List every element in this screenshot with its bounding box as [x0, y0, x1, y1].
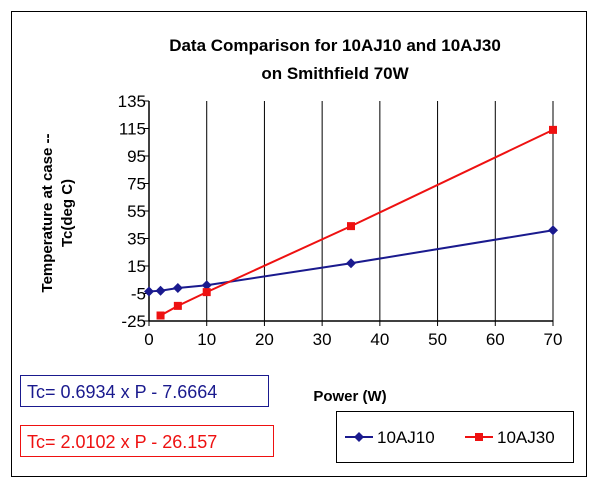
y-tick-label: 15	[127, 257, 146, 276]
chart-frame	[11, 11, 587, 477]
y-tick-label: 135	[118, 92, 146, 111]
x-tick-labels: 0 10 20 30 40 50 60 70	[144, 321, 562, 349]
data-point-10aj10	[172, 283, 183, 293]
y-axis-label-line-1: Temperature at case --	[39, 134, 56, 293]
legend-marker-10aj10	[354, 432, 364, 442]
legend: 10AJ10 10AJ30	[336, 411, 574, 463]
trendline-equation-10aj30: Tc= 2.0102 x P - 26.157	[20, 425, 274, 457]
legend-label-10aj10: 10AJ10	[377, 428, 435, 447]
chart-title-line-1: Data Comparison for 10AJ10 and 10AJ30	[169, 36, 501, 55]
series-markers	[144, 125, 558, 320]
trendline-equation-10aj10: Tc= 0.6934 x P - 7.6664	[20, 375, 269, 407]
data-point-10aj10	[346, 258, 356, 269]
x-tick-label: 40	[370, 330, 389, 349]
x-tick-label: 60	[486, 330, 505, 349]
data-point-10aj30	[347, 222, 355, 231]
data-point-10aj10	[548, 225, 558, 236]
y-tick-label: 115	[119, 120, 146, 139]
legend-marker-10aj30	[475, 433, 483, 441]
series-line-10aj30	[160, 128, 554, 317]
x-gridlines	[206, 101, 554, 321]
x-axis-label: Power (W)	[313, 388, 386, 405]
y-tick-label: 75	[127, 175, 146, 194]
data-point-10aj30	[173, 301, 182, 310]
x-tick-label: 0	[144, 330, 153, 349]
data-point-10aj30	[549, 125, 557, 134]
data-point-10aj30	[202, 288, 211, 297]
x-tick-label: 20	[255, 330, 274, 349]
data-point-10aj30	[156, 311, 165, 320]
x-tick-label: 30	[313, 330, 332, 349]
x-tick-label: 10	[197, 330, 216, 349]
chart-title-line-2: on Smithfield 70W	[261, 64, 409, 83]
data-point-10aj10	[155, 285, 166, 296]
data-point-10aj10	[144, 286, 154, 297]
y-tick-label: 95	[127, 147, 146, 166]
legend-label-10aj30: 10AJ30	[497, 428, 555, 447]
y-tick-label: 35	[127, 230, 146, 249]
y-tick-label: -5	[131, 285, 146, 304]
data-point-10aj10	[201, 280, 212, 291]
y-axis-label-line-2: Tc(deg C)	[59, 179, 76, 247]
x-tick-label: 50	[428, 330, 447, 349]
y-tick-label: -25	[121, 312, 146, 331]
y-tick-labels: -25 -5 15 35 55 75 95 115 135	[118, 92, 149, 331]
y-tick-label: 55	[127, 202, 146, 221]
x-tick-label: 70	[544, 330, 563, 349]
